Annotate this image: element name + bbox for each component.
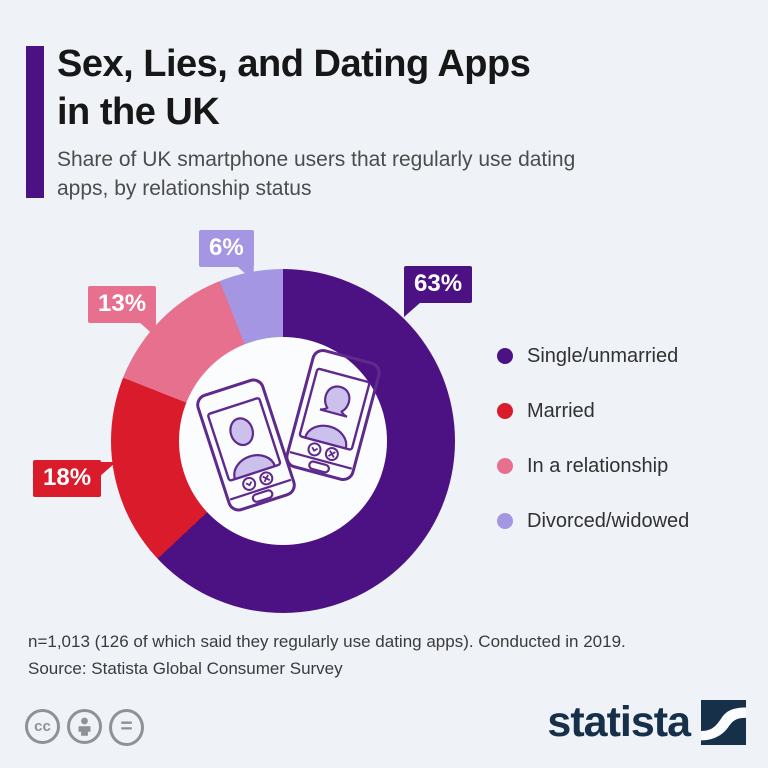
phone-left-icon: [196, 378, 296, 512]
subtitle-line-2: apps, by relationship status: [57, 177, 312, 200]
note-line-1: n=1,013 (126 of which said they regularl…: [28, 632, 626, 651]
statista-logo-mark: [701, 700, 746, 745]
legend-dot-relationship: [497, 458, 513, 474]
title-line-1: Sex, Lies, and Dating Apps: [57, 43, 531, 85]
callout-single-value: 63%: [414, 270, 463, 297]
donut-hole: [179, 337, 387, 545]
callout-tail: [404, 302, 421, 317]
attribution-person-icon[interactable]: [67, 709, 102, 744]
statista-logo[interactable]: statista: [547, 700, 746, 745]
note-line-2: Source: Statista Global Consumer Survey: [28, 659, 343, 678]
legend-dot-married: [497, 403, 513, 419]
cc-icon[interactable]: cc: [25, 709, 60, 744]
legend-label: Divorced/widowed: [527, 509, 690, 532]
dating-phones-illustration: [196, 348, 381, 512]
phone-right-icon: [285, 348, 381, 482]
legend-dot-single: [497, 348, 513, 364]
legend-item-single: Single/unmarried: [497, 344, 689, 368]
chart-subtitle: Share of UK smartphone users that regula…: [57, 145, 575, 203]
statista-wordmark: statista: [547, 698, 691, 746]
callout-married: 18%: [33, 460, 117, 497]
title-accent-bar: [26, 46, 44, 198]
legend-label: Single/unmarried: [527, 344, 679, 367]
source-note: n=1,013 (126 of which said they regularl…: [28, 628, 626, 682]
page-title: Sex, Lies, and Dating Apps in the UK: [57, 40, 531, 136]
callout-relationship-value: 13%: [98, 290, 147, 317]
legend-item-relationship: In a relationship: [497, 454, 689, 478]
legend-item-divorced: Divorced/widowed: [497, 509, 689, 533]
donut-chart: [111, 269, 455, 613]
legend-item-married: Married: [497, 399, 689, 423]
legend-label: In a relationship: [527, 454, 669, 477]
callout-married-value: 18%: [43, 464, 92, 491]
callout-divorced-value: 6%: [209, 234, 244, 261]
cc-license[interactable]: cc =: [25, 709, 144, 746]
legend-label: Married: [527, 399, 595, 422]
legend: Single/unmarried Married In a relationsh…: [497, 344, 689, 533]
subtitle-line-1: Share of UK smartphone users that regula…: [57, 148, 576, 171]
callout-single-unmarried: 63%: [404, 266, 473, 317]
no-derivatives-equals-icon[interactable]: =: [109, 709, 144, 746]
legend-dot-divorced: [497, 513, 513, 529]
callout-divorced-widowed: 6%: [199, 230, 254, 281]
callout-in-a-relationship: 13%: [88, 286, 157, 337]
title-line-2: in the UK: [57, 91, 220, 133]
